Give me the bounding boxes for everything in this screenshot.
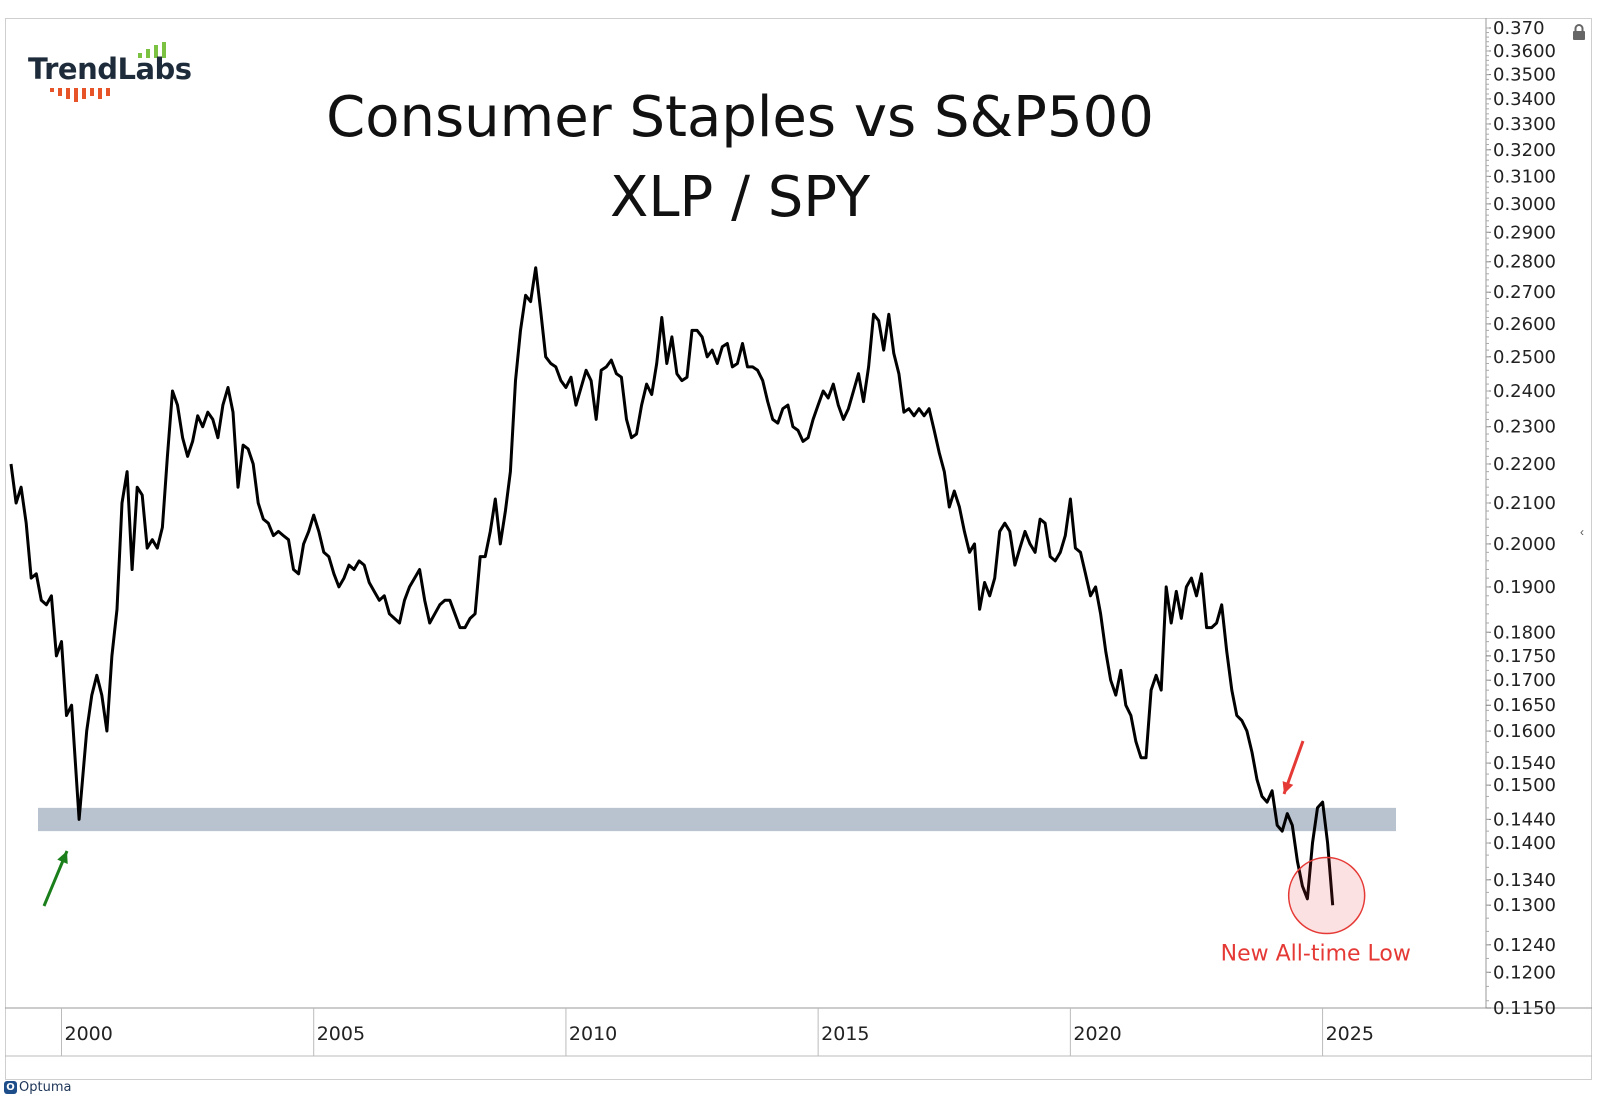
x-tick-label: 2020 [1073,1023,1121,1045]
y-tick-label: 0.3500 [1493,65,1556,86]
green-arrow-icon [42,850,69,907]
y-tick-label: 0.3100 [1493,166,1556,187]
y-tick-label: 0.1200 [1493,962,1556,983]
y-tick-label: 0.2900 [1493,222,1556,243]
chart-title-line1: Consumer Staples vs S&P500 [326,85,1154,150]
all-time-low-circle [1287,856,1366,935]
footer-brand-text: Optuma [19,1080,72,1095]
annotations: New All-time Low [42,740,1411,967]
y-tick-label: 0.2100 [1493,493,1556,514]
optuma-logo-icon: O [4,1081,17,1094]
logo-text: TrendLabs [28,52,192,86]
y-tick-label: 0.2500 [1493,347,1556,368]
y-tick-label: 0.3600 [1493,41,1556,62]
support-band [38,807,1396,832]
y-tick-label: 0.1500 [1493,775,1556,796]
x-tick-label: 2005 [317,1023,365,1045]
y-tick-label: 0.1750 [1493,646,1556,667]
y-tick-label: 0.370 [1493,18,1545,39]
x-tick-label: 2000 [64,1023,112,1045]
logo-bars-icon [50,42,166,102]
y-tick-label: 0.2700 [1493,282,1556,303]
chart-title-line2: XLP / SPY [609,165,871,230]
y-tick-label: 0.3200 [1493,140,1556,161]
y-tick-label: 0.1150 [1493,998,1556,1019]
y-tick-label: 0.1700 [1493,670,1556,691]
y-tick-label: 0.2400 [1493,381,1556,402]
y-tick-label: 0.2000 [1493,534,1556,555]
x-tick-label: 2025 [1326,1023,1374,1045]
y-tick-label: 0.1300 [1493,895,1556,916]
y-tick-label: 0.1240 [1493,935,1556,956]
y-tick-label: 0.1600 [1493,721,1556,742]
chart-title: Consumer Staples vs S&P500 XLP / SPY [320,78,1160,238]
lock-icon[interactable] [1572,24,1586,40]
y-tick-label: 0.1340 [1493,870,1556,891]
series-line [9,266,1335,906]
y-tick-label: 0.2200 [1493,454,1556,475]
y-tick-label: 0.1440 [1493,809,1556,830]
y-tick-label: 0.3400 [1493,89,1556,110]
y-tick-label: 0.1800 [1493,622,1556,643]
x-axis: 2000 2005 2010 2015 2020 2025 [60,1008,1374,1056]
y-tick-label: 0.3300 [1493,114,1556,135]
chevron-left-icon[interactable]: ‹ [1580,525,1584,539]
y-tick-label: 0.1900 [1493,577,1556,598]
x-tick-label: 2010 [569,1023,617,1045]
y-tick-label: 0.3000 [1493,194,1556,215]
y-tick-label: 0.1400 [1493,833,1556,854]
trendlabs-logo: TrendLabs [28,42,198,112]
footer-brand: O Optuma [4,1080,71,1095]
y-tick-label: 0.2300 [1493,417,1556,438]
y-tick-label: 0.1540 [1493,753,1556,774]
y-tick-label: 0.1650 [1493,695,1556,716]
x-tick-label: 2015 [821,1023,869,1045]
y-tick-label: 0.2600 [1493,314,1556,335]
chart-frame [5,18,1592,1080]
red-arrow-icon [1282,740,1305,795]
y-tick-label: 0.2800 [1493,252,1556,273]
all-time-low-label: New All-time Low [1221,942,1411,967]
